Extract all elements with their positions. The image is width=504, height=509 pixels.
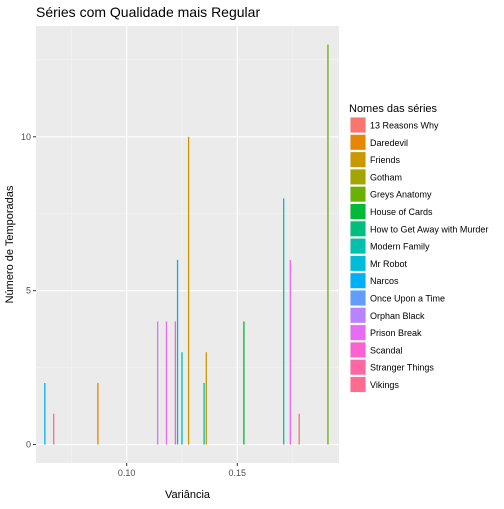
legend-label: Gotham <box>370 172 402 182</box>
chart-title: Séries com Qualidade mais Regular <box>36 4 260 20</box>
legend-label: Prison Break <box>370 328 422 338</box>
legend-swatch <box>350 238 366 254</box>
legend-label: Once Upon a Time <box>370 294 445 304</box>
x-axis-title: Variância <box>165 489 211 501</box>
legend: Nomes das séries 13 Reasons Why Daredevil… <box>349 103 488 393</box>
legend-swatch <box>350 186 366 202</box>
legend-swatch <box>350 342 366 358</box>
legend-swatch <box>350 134 366 150</box>
legend-swatch <box>350 273 366 289</box>
y-axis-title: Número de Temporadas <box>4 185 16 303</box>
legend-label: Mr Robot <box>370 259 408 269</box>
bars <box>44 44 329 445</box>
axes: 0.10 0.15 0 5 10 <box>21 132 246 478</box>
legend-label: Friends <box>370 155 401 165</box>
legend-swatch <box>350 359 366 375</box>
legend-swatch <box>350 307 366 323</box>
bar <box>174 321 176 445</box>
legend-swatch <box>350 152 366 168</box>
bar <box>156 321 159 445</box>
bar <box>283 198 285 445</box>
legend-swatch <box>350 117 366 133</box>
bar <box>205 352 207 445</box>
bar <box>298 413 300 445</box>
legend-swatch <box>350 204 366 219</box>
bar <box>203 382 205 445</box>
legend-label: Modern Family <box>370 242 430 252</box>
legend-label: Stranger Things <box>370 363 434 373</box>
bar <box>243 321 245 445</box>
bar <box>187 136 190 445</box>
bar <box>181 352 183 445</box>
legend-label: Orphan Black <box>370 311 425 321</box>
legend-label: Vikings <box>370 380 399 390</box>
legend-label: Narcos <box>370 276 399 286</box>
y-tick-label: 0 <box>26 440 31 450</box>
bar <box>165 321 168 445</box>
x-tick-label: 0.15 <box>228 468 246 478</box>
bar <box>44 382 46 445</box>
grid <box>36 26 339 463</box>
legend-swatch <box>350 255 366 271</box>
bar <box>53 413 55 445</box>
plot-panel <box>36 26 339 463</box>
legend-swatch <box>350 290 366 306</box>
y-tick-label: 5 <box>26 286 31 296</box>
legend-swatch <box>350 377 366 392</box>
bar <box>176 259 179 445</box>
legend-label: Daredevil <box>370 138 408 148</box>
x-tick-label: 0.10 <box>118 468 136 478</box>
legend-label: House of Cards <box>370 207 433 217</box>
legend-title: Nomes das séries <box>349 103 438 115</box>
bar <box>327 44 329 445</box>
legend-swatch <box>350 169 366 185</box>
legend-swatch <box>350 221 366 237</box>
bar <box>289 259 291 445</box>
legend-label: How to Get Away with Murder <box>370 224 488 234</box>
legend-label: Scandal <box>370 345 403 355</box>
legend-label: Greys Anatomy <box>370 190 432 200</box>
y-tick-label: 10 <box>21 132 31 142</box>
legend-label: 13 Reasons Why <box>370 121 439 131</box>
bar <box>97 382 99 445</box>
legend-swatch <box>350 325 366 341</box>
